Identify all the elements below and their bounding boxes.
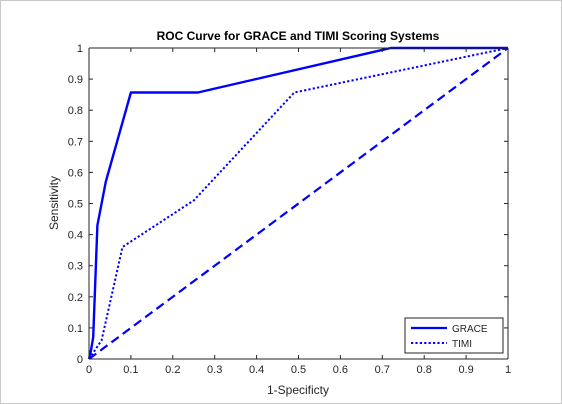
legend-label-grace: GRACE bbox=[452, 324, 488, 335]
y-axis-label: Sensitivity bbox=[47, 176, 61, 230]
x-tick-label: 0.8 bbox=[417, 364, 432, 376]
ticks-layer: 0 0.1 0.2 0.3 0.4 0.5 0.6 0.7 0.8 0.9 1 0 0.1 0.2 0.3 0… bbox=[68, 43, 511, 376]
y-tick-label: 0.7 bbox=[68, 136, 83, 148]
series-line-reference-diagonal bbox=[88, 47, 509, 360]
series-layer bbox=[87, 46, 509, 360]
y-tick-label: 0.3 bbox=[68, 261, 83, 273]
x-tick-label: 0.4 bbox=[249, 364, 264, 376]
x-tick-label: 0.2 bbox=[165, 364, 180, 376]
y-tick-label: 0.9 bbox=[68, 74, 83, 86]
x-tick-label: 1 bbox=[505, 364, 511, 376]
x-tick-label: 0 bbox=[86, 364, 92, 376]
series-line-grace bbox=[87, 46, 508, 360]
x-axis-label: 1-Specificty bbox=[267, 383, 329, 397]
legend-box bbox=[404, 317, 504, 354]
y-tick-label: 0 bbox=[77, 354, 83, 366]
y-tick-label: 0.8 bbox=[68, 105, 83, 117]
legend: GRACE TIMI bbox=[404, 317, 504, 354]
x-tick-label: 0.5 bbox=[291, 364, 306, 376]
x-tick-label: 0.1 bbox=[123, 364, 138, 376]
y-tick-label: 0.5 bbox=[68, 199, 83, 211]
y-tick-label: 0.1 bbox=[68, 323, 83, 335]
legend-label-timi: TIMI bbox=[452, 339, 472, 350]
x-tick-label: 0.9 bbox=[458, 364, 473, 376]
y-tick-label: 0.2 bbox=[68, 292, 83, 304]
chart-title: ROC Curve for GRACE and TIMI Scoring Sys… bbox=[157, 29, 440, 43]
y-tick-label: 0.6 bbox=[68, 167, 83, 179]
x-tick-label: 0.7 bbox=[375, 364, 390, 376]
y-tick-label: 0.4 bbox=[68, 230, 83, 242]
y-tick-label: 1 bbox=[77, 43, 83, 55]
x-tick-label: 0.3 bbox=[207, 364, 222, 376]
x-tick-label: 0.6 bbox=[333, 364, 348, 376]
